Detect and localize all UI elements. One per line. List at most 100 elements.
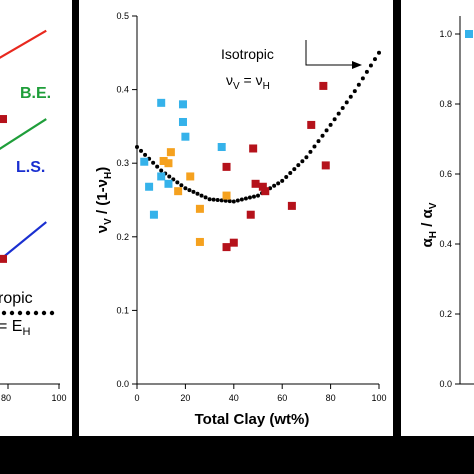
curve-dot	[304, 155, 309, 160]
right-y-tick-label: 0.0	[439, 379, 452, 389]
curve-dot	[235, 198, 240, 203]
left-isotropic-text: ropic	[0, 290, 33, 307]
right-panel	[401, 0, 474, 436]
scatter-point	[251, 179, 260, 188]
curve-dot	[312, 144, 317, 149]
curve-dot	[223, 198, 228, 203]
right-y-tick-label: 0.8	[439, 99, 452, 109]
curve-dot	[300, 159, 305, 164]
ylab-nu: ν	[94, 225, 111, 233]
curve-dot	[324, 128, 329, 133]
curve-dot	[243, 196, 248, 201]
right-y-ticks: 0.0 0.2 0.4 0.6 0.8 1.0	[439, 29, 460, 389]
middle-y-tick-label: 0.3	[116, 158, 129, 168]
scatter-point	[145, 182, 154, 191]
right-data-points	[465, 30, 473, 38]
middle-y-tick-label: 0.4	[116, 85, 129, 95]
scatter-point	[178, 117, 187, 126]
scatter-point	[164, 159, 173, 168]
scatter-point	[321, 161, 330, 170]
curve-dot	[256, 193, 260, 198]
curve-dot	[328, 122, 333, 127]
scatter-point	[222, 243, 231, 252]
ylab-end: )	[94, 167, 111, 172]
curve-dot	[352, 89, 357, 94]
left-isotropic-eq: = EH	[0, 318, 30, 338]
anno-nu-v: ν	[226, 72, 233, 88]
middle-x-tick-label: 60	[277, 393, 287, 403]
scatter-point	[164, 179, 173, 188]
ylab-mid: / (1-ν	[94, 179, 111, 218]
left-tick-label-80: 80	[1, 393, 11, 403]
middle-y-tick-label: 0.5	[116, 11, 129, 21]
curve-dot	[360, 76, 365, 81]
middle-x-tick-label: 100	[371, 393, 386, 403]
curve-dot	[227, 199, 232, 204]
middle-x-tick-label: 0	[134, 393, 139, 403]
left-plot: 80 100 B.E. L.S. ropic = EH	[0, 29, 67, 403]
curve-dot	[276, 181, 281, 186]
right-ylab-mid: / α	[419, 208, 436, 231]
middle-data-points	[140, 81, 330, 252]
scatter-point	[229, 238, 238, 247]
middle-y-axis-label: νV / (1-νH)	[94, 167, 114, 233]
scatter-point	[178, 100, 187, 109]
scatter-point	[195, 204, 204, 213]
curve-dot	[356, 82, 361, 87]
curve-dot	[215, 198, 220, 202]
curve-dot	[288, 171, 293, 176]
left-series-line	[0, 221, 47, 262]
right-y-axis-label: αH / αV	[419, 202, 439, 247]
annotation-leader	[305, 40, 354, 66]
left-isotropic-dots	[1, 310, 55, 316]
scatter-point	[166, 148, 175, 157]
scatter-point	[319, 81, 328, 90]
scatter-point	[186, 172, 195, 181]
middle-x-tick-label: 40	[229, 393, 239, 403]
curve-dot	[332, 117, 337, 122]
middle-y-tick-label: 0.1	[116, 305, 129, 315]
left-label-be: B.E.	[20, 85, 51, 102]
curve-dot	[187, 188, 192, 193]
curve-dot	[143, 152, 148, 157]
middle-y-ticks: 0.0 0.1 0.2 0.3 0.4 0.5	[116, 11, 137, 389]
middle-y-tick-label: 0.0	[116, 379, 129, 389]
scatter-point	[246, 210, 255, 219]
left-series-line	[0, 29, 47, 59]
curve-dot	[151, 160, 156, 165]
left-series-line	[0, 118, 47, 150]
scatter-point	[287, 201, 296, 210]
scatter-point	[181, 132, 190, 141]
scatter-point	[217, 143, 226, 152]
middle-plot: 0.0 0.1 0.2 0.3 0.4 0.5 0 20 40 60 80 100 Isotropi…	[94, 11, 387, 428]
curve-dot	[183, 186, 188, 191]
curve-dot	[336, 111, 341, 116]
left-panel	[0, 0, 72, 436]
curve-dot	[377, 50, 381, 55]
curve-dot	[247, 195, 252, 200]
isotropic-dot	[25, 310, 31, 316]
scatter-point	[157, 98, 166, 107]
left-markers	[0, 115, 7, 263]
left-iso-eq-sub: H	[22, 326, 30, 338]
curve-dot	[272, 183, 277, 188]
scatter-point	[140, 157, 149, 166]
scatter-point	[195, 237, 204, 246]
curve-dot	[251, 194, 256, 199]
ylab-sub-h: H	[103, 172, 114, 179]
curve-dot	[364, 69, 369, 74]
middle-x-tick-label: 20	[180, 393, 190, 403]
scatter-point	[261, 187, 270, 196]
scatter-point	[149, 210, 158, 219]
right-y-tick-label: 0.6	[439, 169, 452, 179]
scatter-point	[249, 144, 258, 153]
left-iso-eq-main: = E	[0, 318, 22, 335]
middle-y-tick-label: 0.2	[116, 232, 129, 242]
isotropic-dot	[17, 310, 23, 316]
curve-dot	[372, 57, 377, 62]
ylab-sub-v: V	[103, 218, 114, 225]
right-plot: 0.0 0.2 0.4 0.6 0.8 1.0 αH / αV	[419, 16, 474, 389]
anno-eq: = ν	[240, 72, 263, 88]
right-y-tick-label: 0.2	[439, 309, 452, 319]
